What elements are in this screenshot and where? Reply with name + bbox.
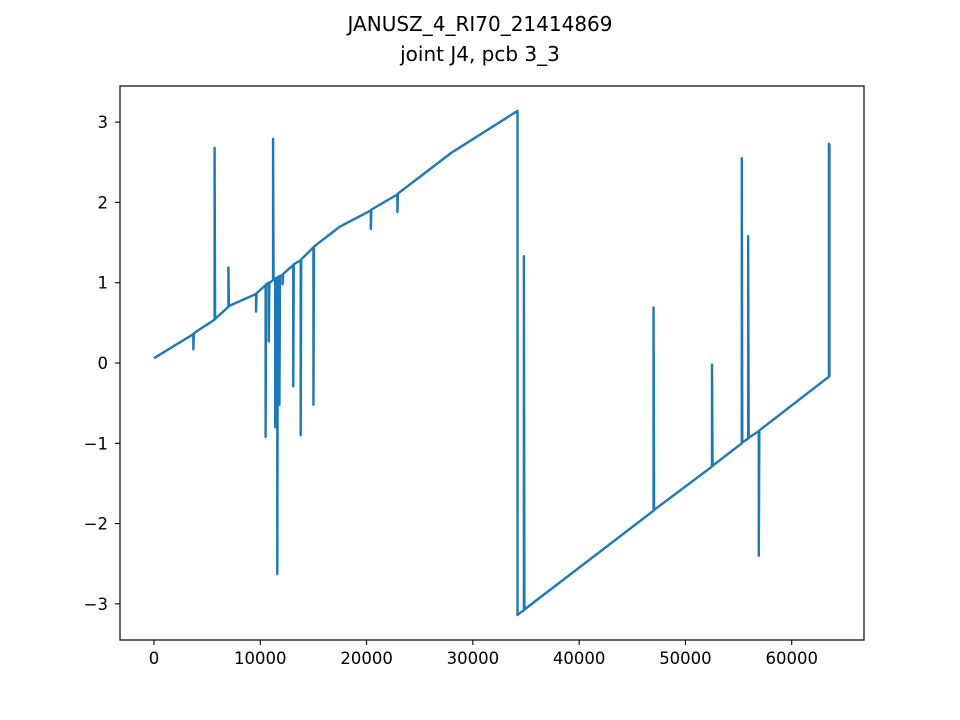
x-tick-label: 0 <box>149 649 160 668</box>
x-tick-label: 30000 <box>447 649 500 668</box>
y-axis: −3 −2 −1 0 1 2 3 <box>84 113 120 614</box>
series-line-0 <box>153 109 831 617</box>
x-tick-label: 10000 <box>234 649 287 668</box>
chart-title: JANUSZ_4_RI70_21414869 <box>346 12 613 36</box>
y-tick-label: 0 <box>98 354 109 373</box>
y-tick-label: 3 <box>98 113 109 132</box>
x-tick-label: 20000 <box>340 649 393 668</box>
x-tick-label: 60000 <box>765 649 818 668</box>
x-axis: 0 10000 20000 30000 40000 50000 60000 <box>149 640 818 668</box>
y-tick-label: −1 <box>84 434 108 453</box>
axes-frame <box>119 85 865 641</box>
x-tick-label: 50000 <box>659 649 712 668</box>
x-tick-label: 40000 <box>553 649 606 668</box>
y-tick-label: −2 <box>84 515 108 534</box>
y-tick-label: −3 <box>84 595 108 614</box>
y-tick-label: 2 <box>98 193 109 212</box>
chart-subtitle: joint J4, pcb 3_3 <box>399 42 560 66</box>
plot-area <box>153 109 831 617</box>
y-tick-label: 1 <box>98 274 109 293</box>
